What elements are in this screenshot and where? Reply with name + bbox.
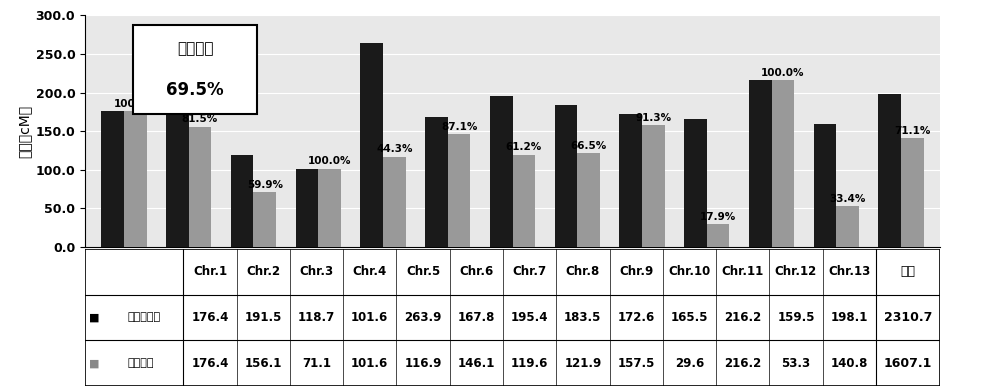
Text: ■: ■ bbox=[89, 313, 100, 322]
Bar bbox=[425, 117, 448, 247]
Bar bbox=[878, 94, 901, 247]
Bar bbox=[642, 125, 665, 247]
Text: 216.2: 216.2 bbox=[724, 311, 761, 324]
Text: Chr.7: Chr.7 bbox=[513, 265, 547, 278]
Bar bbox=[901, 138, 924, 247]
Bar bbox=[619, 114, 642, 247]
Text: 191.5: 191.5 bbox=[245, 311, 282, 324]
Text: 100.0%: 100.0% bbox=[761, 68, 805, 78]
Text: 66.5%: 66.5% bbox=[570, 141, 607, 151]
Text: 183.5: 183.5 bbox=[564, 311, 602, 324]
Bar bbox=[577, 153, 600, 247]
Text: 118.7: 118.7 bbox=[298, 311, 335, 324]
Text: 119.6: 119.6 bbox=[511, 357, 548, 370]
Bar bbox=[749, 80, 772, 247]
Text: 263.9: 263.9 bbox=[404, 311, 442, 324]
Text: 71.1%: 71.1% bbox=[894, 126, 931, 136]
Text: 101.6: 101.6 bbox=[351, 357, 388, 370]
Text: 172.6: 172.6 bbox=[618, 311, 655, 324]
Text: 101.6: 101.6 bbox=[351, 311, 388, 324]
Text: 29.6: 29.6 bbox=[675, 357, 704, 370]
Text: 159.5: 159.5 bbox=[777, 311, 815, 324]
Text: 59.9%: 59.9% bbox=[247, 180, 283, 190]
Bar bbox=[814, 124, 836, 247]
Bar bbox=[360, 43, 383, 247]
Text: Chr.4: Chr.4 bbox=[353, 265, 387, 278]
Bar bbox=[448, 134, 470, 247]
Text: 61.2%: 61.2% bbox=[506, 142, 542, 152]
Text: 100.0%: 100.0% bbox=[308, 156, 351, 166]
Text: 121.9: 121.9 bbox=[564, 357, 601, 370]
Bar bbox=[189, 127, 211, 247]
Text: 染色体长度: 染色体长度 bbox=[128, 313, 161, 322]
Bar bbox=[231, 156, 253, 247]
Text: 81.5%: 81.5% bbox=[182, 114, 218, 124]
Text: 合计: 合计 bbox=[900, 265, 915, 278]
Text: Chr.5: Chr.5 bbox=[406, 265, 440, 278]
Text: 71.1: 71.1 bbox=[302, 357, 331, 370]
Text: 33.4%: 33.4% bbox=[830, 193, 866, 203]
Text: Chr.9: Chr.9 bbox=[619, 265, 653, 278]
Text: 157.5: 157.5 bbox=[617, 357, 655, 370]
Text: Chr.8: Chr.8 bbox=[566, 265, 600, 278]
Text: 116.9: 116.9 bbox=[404, 357, 442, 370]
Text: 156.1: 156.1 bbox=[245, 357, 282, 370]
Text: Chr.13: Chr.13 bbox=[828, 265, 870, 278]
Bar bbox=[684, 119, 707, 247]
Text: 87.1%: 87.1% bbox=[441, 122, 477, 132]
Text: 总覆盖率: 总覆盖率 bbox=[177, 42, 213, 57]
FancyBboxPatch shape bbox=[85, 249, 940, 386]
Text: 195.4: 195.4 bbox=[511, 311, 548, 324]
Bar bbox=[253, 192, 276, 247]
Text: 17.9%: 17.9% bbox=[700, 212, 736, 222]
Text: Chr.1: Chr.1 bbox=[193, 265, 227, 278]
Text: Chr.2: Chr.2 bbox=[246, 265, 280, 278]
Y-axis label: 长度（cM）: 长度（cM） bbox=[17, 105, 31, 158]
Bar bbox=[124, 111, 147, 247]
Text: 覆盖长度: 覆盖长度 bbox=[128, 358, 154, 368]
Text: 216.2: 216.2 bbox=[724, 357, 761, 370]
Text: 2310.7: 2310.7 bbox=[884, 311, 932, 324]
Bar bbox=[512, 155, 535, 247]
Bar bbox=[166, 99, 189, 247]
Text: 146.1: 146.1 bbox=[458, 357, 495, 370]
Bar bbox=[772, 80, 794, 247]
Text: 165.5: 165.5 bbox=[671, 311, 708, 324]
Bar bbox=[490, 96, 513, 247]
Text: 69.5%: 69.5% bbox=[166, 81, 224, 99]
Bar bbox=[101, 111, 124, 247]
Text: ■: ■ bbox=[89, 358, 100, 368]
FancyBboxPatch shape bbox=[133, 25, 257, 114]
Text: Chr.3: Chr.3 bbox=[299, 265, 334, 278]
Text: 91.3%: 91.3% bbox=[635, 113, 671, 123]
Text: 167.8: 167.8 bbox=[458, 311, 495, 324]
Text: Chr.11: Chr.11 bbox=[722, 265, 764, 278]
Text: 100.0%: 100.0% bbox=[113, 98, 157, 108]
Text: 140.8: 140.8 bbox=[831, 357, 868, 370]
Text: Chr.10: Chr.10 bbox=[668, 265, 711, 278]
Text: Chr.6: Chr.6 bbox=[459, 265, 493, 278]
Text: 198.1: 198.1 bbox=[831, 311, 868, 324]
Text: 44.3%: 44.3% bbox=[376, 144, 413, 154]
Text: 53.3: 53.3 bbox=[781, 357, 811, 370]
Bar bbox=[555, 105, 577, 247]
Text: Chr.12: Chr.12 bbox=[775, 265, 817, 278]
Bar bbox=[383, 157, 406, 247]
Bar bbox=[318, 169, 341, 247]
Text: 176.4: 176.4 bbox=[191, 311, 229, 324]
Text: 176.4: 176.4 bbox=[191, 357, 229, 370]
Bar bbox=[836, 206, 859, 247]
Bar bbox=[707, 224, 729, 247]
Text: 1607.1: 1607.1 bbox=[884, 357, 932, 370]
Bar bbox=[296, 169, 318, 247]
